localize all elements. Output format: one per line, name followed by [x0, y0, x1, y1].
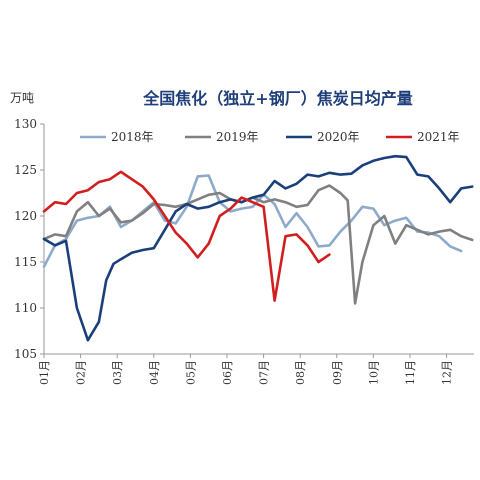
x-axis-ticks: 01月 02月 03月 04月 05月 06月 07月 08月 09月 10月 11月 12月: [38, 354, 454, 385]
series-lines: [42, 154, 474, 342]
x-tick-label: 06月: [221, 360, 234, 385]
x-tick-label: 12月: [441, 360, 454, 385]
x-tick-label: 09月: [331, 360, 344, 385]
legend-label: 2021年: [417, 130, 460, 144]
y-tick-label: 130: [14, 117, 37, 131]
y-tick-label: 115: [14, 255, 37, 269]
series-line-3: [42, 170, 331, 302]
x-tick-label: 08月: [294, 360, 307, 385]
legend: 2018年 2019年 2020年 2021年: [80, 130, 460, 144]
x-tick-label: 05月: [184, 360, 197, 385]
x-tick-label: 04月: [148, 360, 161, 385]
legend-label: 2019年: [216, 130, 259, 144]
legend-label: 2018年: [111, 130, 154, 144]
y-tick-label: 105: [14, 347, 37, 361]
unit-label: 万吨: [10, 91, 34, 105]
y-axis-ticks: 105 110 115 120 125 130: [14, 117, 44, 361]
x-tick-label: 02月: [75, 360, 88, 385]
y-tick-label: 120: [14, 209, 37, 223]
x-tick-label: 07月: [258, 360, 271, 385]
series-line-0: [42, 174, 463, 268]
x-tick-label: 10月: [367, 360, 380, 385]
legend-label: 2020年: [317, 130, 360, 144]
y-tick-label: 110: [14, 301, 37, 315]
series-line-1: [42, 184, 474, 305]
x-tick-label: 11月: [404, 360, 417, 385]
series-line-2: [42, 154, 474, 342]
y-tick-label: 125: [14, 163, 37, 177]
x-tick-label: 03月: [111, 360, 124, 385]
x-tick-label: 01月: [38, 360, 51, 385]
chart-title: 全国焦化（独立+钢厂）焦炭日均产量: [142, 89, 412, 108]
